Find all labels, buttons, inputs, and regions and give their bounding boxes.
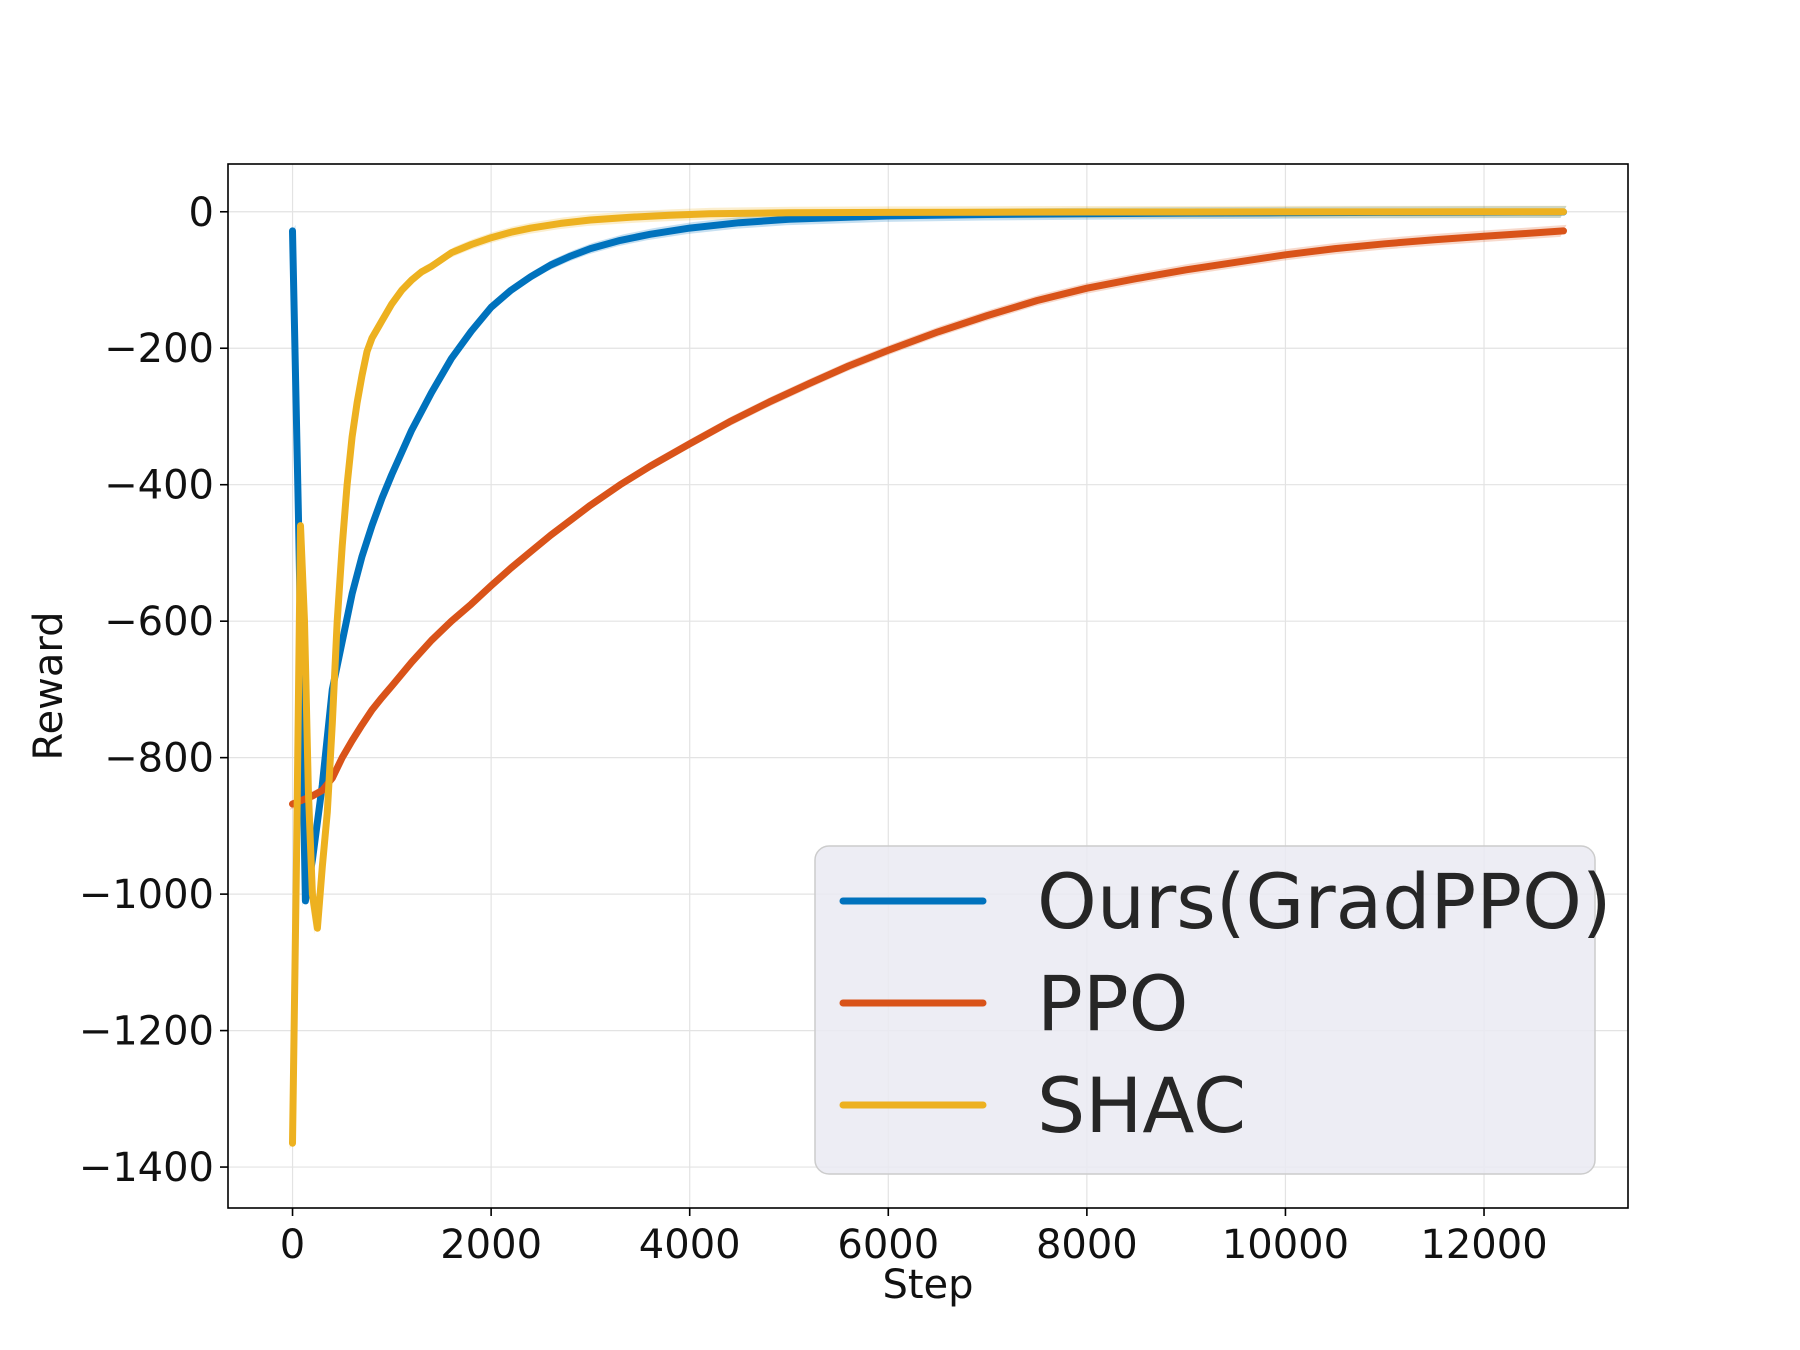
x-tick-label: 4000 bbox=[639, 1222, 741, 1268]
series-band bbox=[289, 206, 1567, 907]
legend-label: PPO bbox=[1037, 959, 1188, 1048]
series-band bbox=[289, 224, 1567, 810]
y-tick-label: −1400 bbox=[79, 1145, 214, 1191]
x-tick-label: 12000 bbox=[1420, 1222, 1547, 1268]
y-tick-label: −600 bbox=[104, 599, 214, 645]
plot-area-frame bbox=[227, 163, 1629, 1209]
series-lines bbox=[289, 208, 1567, 1147]
x-tick-label: 2000 bbox=[440, 1222, 542, 1268]
series-line bbox=[289, 227, 1567, 808]
y-tick-label: 0 bbox=[189, 190, 214, 236]
y-tick-label: −400 bbox=[104, 463, 214, 509]
y-tick-label: −200 bbox=[104, 326, 214, 372]
x-tick-label: 6000 bbox=[837, 1222, 939, 1268]
y-tick-label: −1200 bbox=[79, 1009, 214, 1055]
axis-ticks: 0 2000 4000 6000 8000 10000 12000 0 −200 −400 −600… bbox=[79, 190, 1548, 1268]
series-line bbox=[289, 208, 1567, 905]
legend-box bbox=[814, 845, 1596, 1175]
x-axis-title: Step bbox=[882, 1262, 973, 1308]
series-line bbox=[289, 208, 1567, 1147]
legend-label: SHAC bbox=[1037, 1061, 1246, 1150]
x-tick-label: 0 bbox=[280, 1222, 305, 1268]
y-tick-label: −1000 bbox=[79, 872, 214, 918]
y-axis-title: Reward bbox=[26, 612, 72, 761]
legend: Ours(GradPPO) PPO SHAC bbox=[814, 845, 1612, 1175]
legend-label: Ours(GradPPO) bbox=[1037, 857, 1612, 946]
y-tick-label: −800 bbox=[104, 736, 214, 782]
x-tick-label: 8000 bbox=[1036, 1222, 1138, 1268]
x-tick-label: 10000 bbox=[1222, 1222, 1349, 1268]
